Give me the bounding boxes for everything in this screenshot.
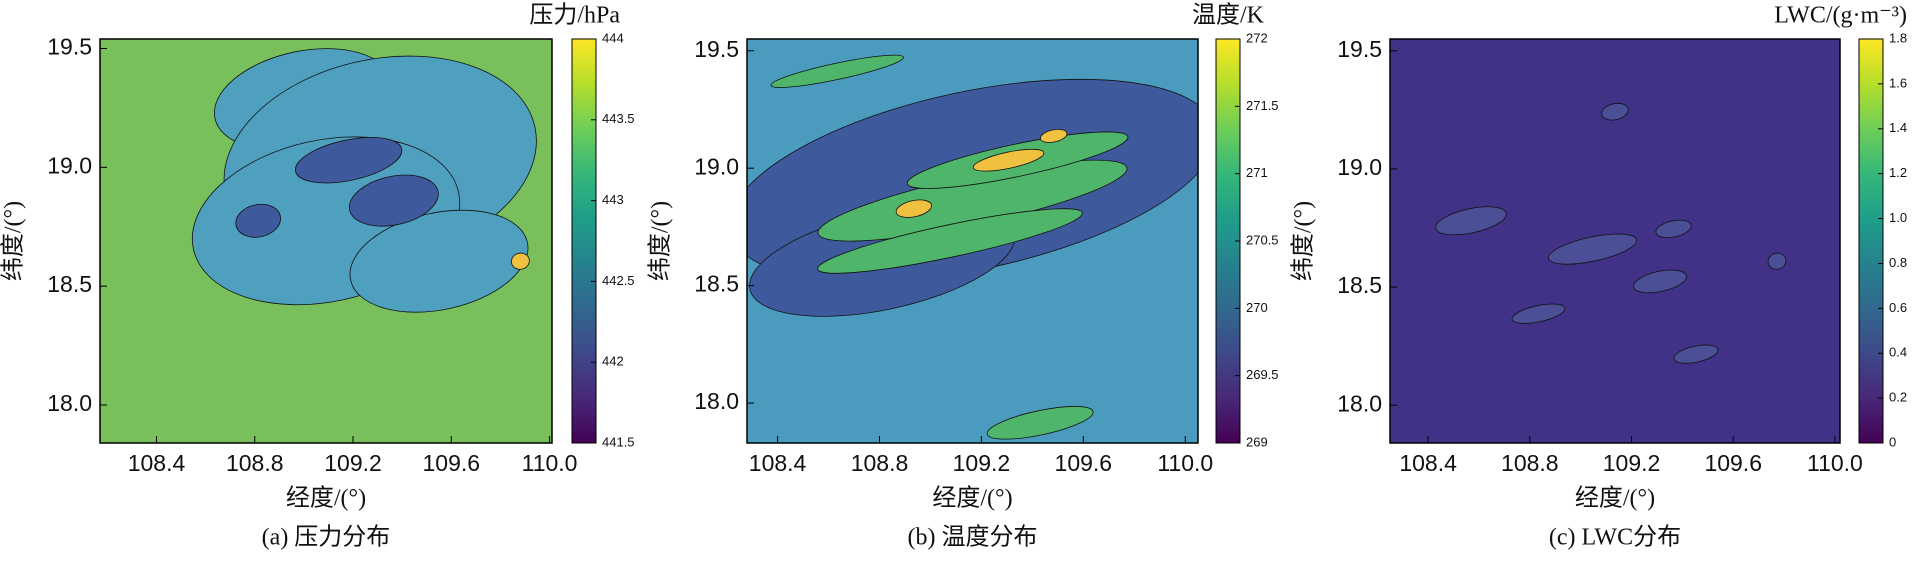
x-tick-label: 109.6 [1055, 450, 1113, 476]
contour-region [770, 54, 904, 88]
colorbar-tick-label: 443 [602, 192, 624, 207]
contour-region [1601, 102, 1629, 121]
contour-region [972, 148, 1045, 172]
contour-region [294, 137, 403, 184]
colorbar-tick-label: 269 [1246, 434, 1268, 449]
plot-frame [746, 38, 1199, 444]
colorbar-tick-label: 0.6 [1889, 300, 1907, 315]
contour-region [1435, 206, 1507, 236]
contour-region [1039, 128, 1068, 143]
contour-field [747, 54, 1198, 440]
contour-region [1767, 252, 1787, 270]
colorbar-tick-label: 442 [602, 354, 624, 369]
colorbar-tick-label: 271 [1246, 165, 1268, 180]
y-tick-label: 18.5 [1337, 272, 1382, 298]
x-tick-label: 109.2 [1603, 450, 1661, 476]
contour-region [1511, 303, 1566, 324]
colorbar [571, 38, 597, 444]
x-tick-label: 109.2 [324, 450, 382, 476]
panel-title: (b) 温度分布 [908, 524, 1038, 551]
y-tick-label: 19.5 [47, 34, 92, 60]
colorbar-tick-label: 269.5 [1246, 367, 1279, 382]
y-axis-label: 纬度/(°) [0, 201, 27, 281]
colorbar-tick-label: 1.8 [1889, 30, 1907, 45]
x-tick-label: 108.8 [851, 450, 909, 476]
contour-region [1673, 344, 1719, 364]
x-tick-label: 109.6 [423, 450, 481, 476]
x-tick-label: 110.0 [522, 450, 578, 476]
contour-region [349, 209, 529, 313]
x-axis-label: 经度/(°) [286, 485, 366, 512]
y-tick-label: 18.5 [47, 271, 92, 297]
contour-region [348, 174, 439, 227]
y-tick-label: 18.0 [694, 388, 739, 414]
contour-region [510, 252, 530, 270]
y-tick-label: 18.0 [1337, 390, 1382, 416]
contour-region [1655, 219, 1692, 239]
x-tick-label: 108.4 [749, 450, 807, 476]
panel-title: (c) LWC分布 [1549, 524, 1681, 551]
y-axis-label: 纬度/(°) [647, 201, 674, 281]
colorbar-label: 温度/K [1192, 2, 1265, 29]
colorbar-tick-label: 0 [1889, 434, 1896, 449]
colorbar-tick-label: 1.4 [1889, 120, 1907, 135]
y-tick-label: 19.5 [694, 36, 739, 62]
colorbar-tick-label: 270.5 [1246, 232, 1279, 247]
colorbar-tick-label: 441.5 [602, 434, 635, 449]
x-tick-label: 108.4 [128, 450, 186, 476]
colorbar-tick-label: 1.6 [1889, 75, 1907, 90]
colorbar-tick-label: 1.2 [1889, 165, 1907, 180]
y-tick-label: 19.0 [47, 152, 92, 178]
colorbar-tick-label: 271.5 [1246, 98, 1279, 113]
x-tick-label: 110.0 [1807, 450, 1863, 476]
colorbar-tick-label: 443.5 [602, 111, 635, 126]
contour-region [1633, 269, 1687, 294]
y-tick-label: 18.0 [47, 390, 92, 416]
colorbar-label: 压力/hPa [529, 2, 620, 29]
contour-region [1548, 233, 1637, 265]
contour-field [1435, 102, 1787, 364]
x-tick-label: 109.6 [1704, 450, 1762, 476]
colorbar-tick-label: 270 [1246, 300, 1268, 315]
x-axis-label: 经度/(°) [1575, 485, 1655, 512]
contour-region [895, 199, 932, 218]
colorbar-tick-label: 442.5 [602, 273, 635, 288]
x-tick-label: 108.8 [1501, 450, 1559, 476]
contour-region [235, 203, 281, 238]
colorbar-tick-label: 1.0 [1889, 210, 1907, 225]
y-axis-label: 纬度/(°) [1290, 201, 1317, 281]
contour-region [986, 406, 1094, 440]
colorbar-tick-label: 0.4 [1889, 345, 1907, 360]
panel-title: (a) 压力分布 [262, 524, 391, 551]
plot-frame [1389, 38, 1841, 444]
x-tick-label: 108.4 [1399, 450, 1457, 476]
x-tick-label: 110.0 [1157, 450, 1213, 476]
colorbar-tick-label: 444 [602, 30, 624, 45]
contour-region [817, 208, 1083, 274]
plot-frame [99, 38, 553, 444]
colorbar-tick-label: 0.8 [1889, 255, 1907, 270]
y-tick-label: 19.5 [1337, 36, 1382, 62]
colorbar-label: LWC/(g·m⁻³) [1774, 3, 1907, 29]
x-tick-label: 109.2 [953, 450, 1011, 476]
colorbar-tick-label: 272 [1246, 30, 1268, 45]
contour-field [191, 48, 537, 313]
colorbar-tick-label: 0.2 [1889, 390, 1907, 405]
y-tick-label: 18.5 [694, 271, 739, 297]
y-tick-label: 19.0 [694, 153, 739, 179]
y-tick-label: 19.0 [1337, 154, 1382, 180]
colorbar [1858, 38, 1884, 444]
x-tick-label: 108.8 [226, 450, 284, 476]
x-axis-label: 经度/(°) [932, 485, 1012, 512]
